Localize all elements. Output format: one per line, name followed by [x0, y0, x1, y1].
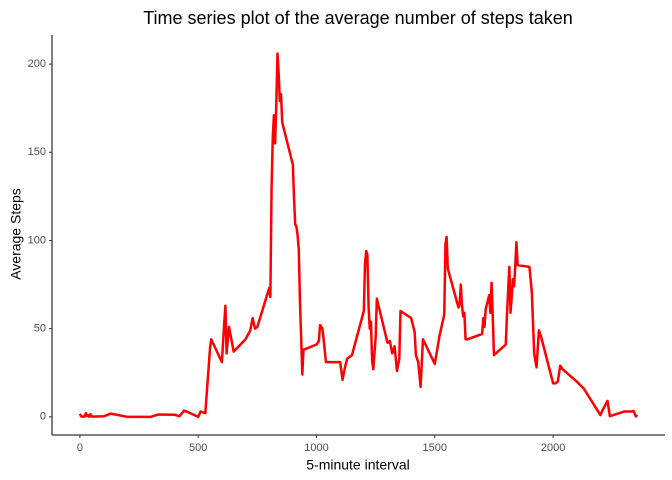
series-line [78, 52, 639, 419]
x-tick-label: 0 [77, 442, 83, 454]
x-tick-label: 2000 [541, 442, 565, 454]
y-axis-title: Average Steps [8, 188, 24, 280]
x-tick-label: 1500 [423, 442, 447, 454]
y-tick-label: 0 [40, 411, 46, 423]
y-tick-label: 150 [28, 146, 46, 158]
x-tick-label: 1000 [304, 442, 328, 454]
x-axis-title: 5-minute interval [306, 457, 410, 473]
x-tick-label: 500 [189, 442, 207, 454]
y-tick-label: 100 [28, 234, 46, 246]
chart-title: Time series plot of the average number o… [143, 8, 573, 28]
y-tick-label: 200 [28, 58, 46, 70]
y-tick-label: 50 [34, 323, 46, 335]
